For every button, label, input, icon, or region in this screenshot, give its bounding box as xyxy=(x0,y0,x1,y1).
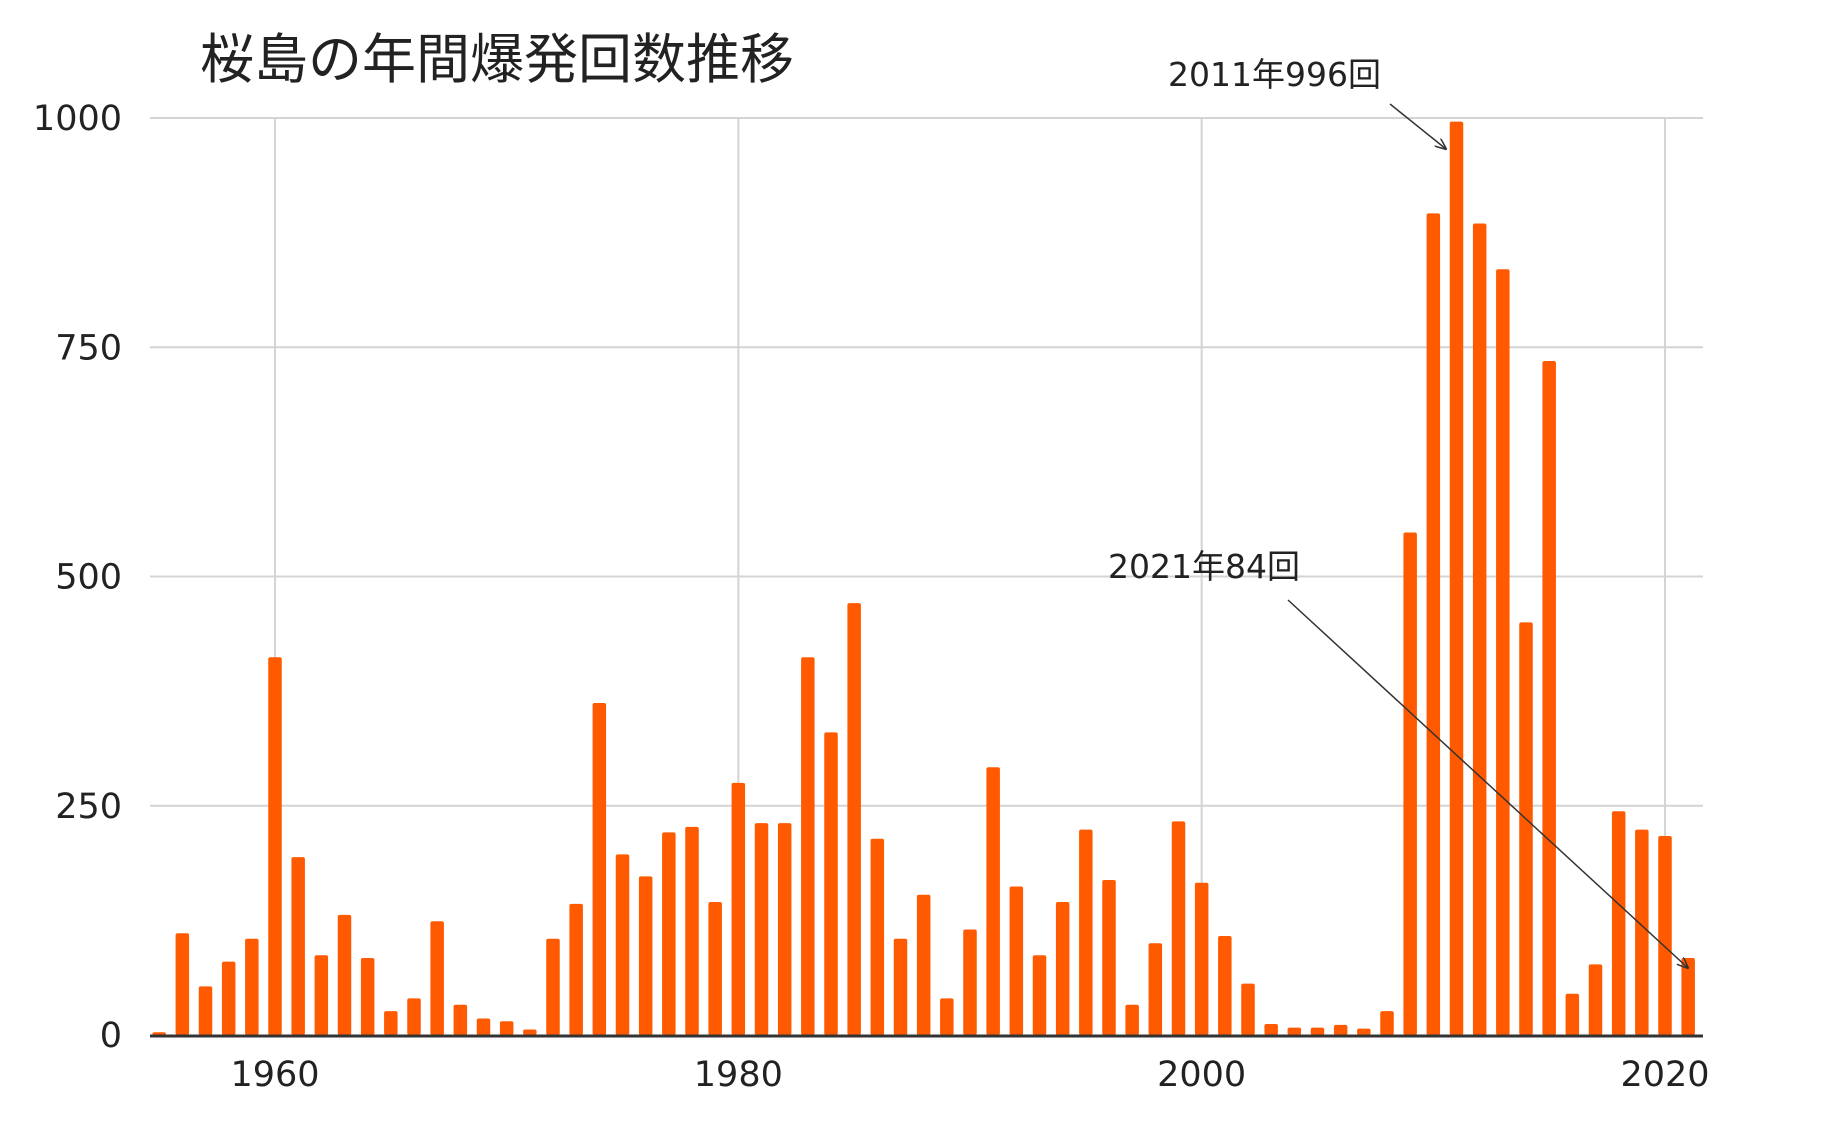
bar-1976 xyxy=(638,876,653,1035)
bar-1966 xyxy=(407,998,421,1035)
bar-1964 xyxy=(360,957,375,1035)
bar-1967 xyxy=(430,921,444,1035)
bar-1987 xyxy=(893,938,908,1035)
gridlines xyxy=(150,117,1703,1035)
bar-2010 xyxy=(1426,213,1441,1036)
bar-1999 xyxy=(1171,821,1186,1035)
bar-1962 xyxy=(314,955,329,1035)
bar-1968 xyxy=(453,1004,468,1035)
bar-2012 xyxy=(1472,223,1487,1035)
bar-1993 xyxy=(1032,955,1047,1035)
axes: 0 250 500 750 1000 1960 1980 2000 2020 xyxy=(33,99,1710,1095)
bar-2016 xyxy=(1565,993,1580,1035)
x-tick-label: 2000 xyxy=(1157,1055,1246,1095)
bar-1991 xyxy=(986,767,1000,1035)
bar-1963 xyxy=(337,914,352,1035)
bar-1961 xyxy=(291,857,305,1035)
x-tick-label: 1980 xyxy=(694,1055,783,1095)
bar-2004 xyxy=(1287,1027,1302,1035)
bar-1995 xyxy=(1079,829,1093,1035)
x-tick-label: 2020 xyxy=(1620,1055,1709,1095)
bar-1978 xyxy=(685,826,699,1035)
annotations: 2011年996回 2021年84回 xyxy=(1108,55,1688,968)
bar-1965 xyxy=(384,1011,398,1035)
bar-1955 xyxy=(152,1032,166,1035)
bar-1988 xyxy=(916,894,931,1035)
bar-2006 xyxy=(1333,1024,1348,1035)
bar-2020 xyxy=(1658,836,1672,1035)
bar-1996 xyxy=(1102,880,1116,1035)
y-tick-label: 1000 xyxy=(33,99,122,139)
bar-2019 xyxy=(1635,829,1649,1035)
bar-1990 xyxy=(963,929,977,1035)
bar-1973 xyxy=(569,903,583,1035)
bar-2002 xyxy=(1241,983,1255,1035)
bar-1981 xyxy=(754,823,769,1035)
bar-1998 xyxy=(1148,943,1163,1035)
bar-1979 xyxy=(708,902,722,1035)
bar-2013 xyxy=(1496,269,1510,1035)
bar-2007 xyxy=(1357,1028,1371,1035)
bar-2005 xyxy=(1310,1027,1325,1035)
bar-2018 xyxy=(1611,811,1626,1035)
bar-1985 xyxy=(847,603,861,1035)
bar-1959 xyxy=(245,938,259,1035)
bar-2008 xyxy=(1380,1011,1394,1035)
bar-2000 xyxy=(1194,882,1209,1035)
bar-1983 xyxy=(801,657,815,1035)
bar-1992 xyxy=(1009,886,1024,1035)
bar-1971 xyxy=(523,1029,537,1035)
bar-1982 xyxy=(777,823,792,1035)
bar-1960 xyxy=(268,657,282,1035)
bar-1975 xyxy=(615,854,630,1035)
bar-1974 xyxy=(592,703,607,1035)
bar-2015 xyxy=(1542,361,1556,1035)
bar-1969 xyxy=(476,1018,491,1035)
bar-1972 xyxy=(546,938,560,1035)
bar-1977 xyxy=(662,832,676,1035)
bar-2011 xyxy=(1449,121,1464,1036)
bar-2014 xyxy=(1519,622,1533,1035)
bar-2003 xyxy=(1264,1023,1278,1035)
bar-1980 xyxy=(731,782,746,1035)
bar-1957 xyxy=(198,986,213,1035)
bar-1989 xyxy=(940,998,954,1035)
bar-2017 xyxy=(1588,964,1603,1035)
annotation-arrow xyxy=(1287,599,1688,968)
bar-1970 xyxy=(499,1021,514,1035)
annotation-label: 2021年84回 xyxy=(1108,547,1300,586)
bar-2001 xyxy=(1218,935,1232,1035)
annotation-label: 2011年996回 xyxy=(1168,55,1381,94)
bar-2009 xyxy=(1403,532,1417,1035)
chart-title: 桜島の年間爆発回数推移 xyxy=(200,28,794,91)
bar-1994 xyxy=(1055,902,1070,1035)
bar-2021 xyxy=(1681,957,1695,1035)
bar-1986 xyxy=(870,838,885,1035)
x-tick-label: 1960 xyxy=(230,1055,319,1095)
annotation-arrow xyxy=(1389,103,1446,149)
bar-1956 xyxy=(175,933,190,1035)
bar-1984 xyxy=(824,732,838,1035)
y-tick-label: 500 xyxy=(55,558,122,598)
bar-1958 xyxy=(221,961,236,1035)
y-tick-label: 250 xyxy=(55,787,122,827)
y-tick-label: 0 xyxy=(100,1016,122,1056)
y-tick-label: 750 xyxy=(55,328,122,368)
bars xyxy=(152,121,1695,1036)
bar-1997 xyxy=(1125,1004,1139,1035)
